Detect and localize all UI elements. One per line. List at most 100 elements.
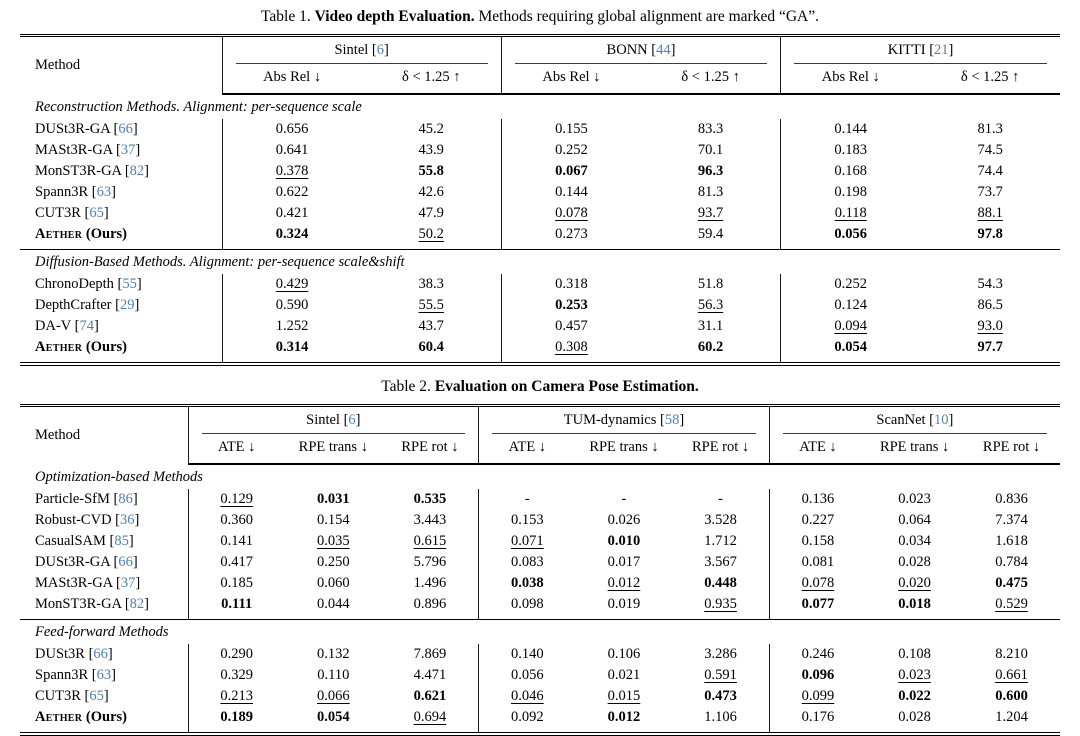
citation-link[interactable]: 66 [118,554,133,571]
citation-link[interactable]: 37 [120,142,136,159]
value-cell: 0.591 [704,667,737,684]
value-cell: 0.448 [704,575,737,592]
citation-link[interactable]: 74 [79,318,94,335]
value-cell: 0.066 [317,688,350,705]
value-cell: 0.071 [478,531,576,553]
table-row: DUSt3R [66] 0.290 0.132 7.869 0.140 0.106 3.28… [20,644,1060,666]
value-cell: 0.308 [500,337,641,363]
citation-link[interactable]: 55 [122,276,137,293]
value-cell: 0.046 [478,686,576,708]
citation-link[interactable]: 6 [376,42,385,59]
value-cell: 0.324 [221,224,362,250]
table-row: DUSt3R-GA [66] 0.417 0.250 5.796 0.083 0.017 3… [20,552,1060,574]
metric-column-header: ATE ↓ [768,434,867,466]
value-cell: 0.329 [187,665,285,687]
value-cell: 0.252 [500,140,641,162]
value-cell: 47.9 [418,205,444,222]
dataset-name: KITTI [21] [794,37,1047,65]
value-cell: 0.017 [607,554,641,571]
table-row: MonST3R-GA [82] 0.378 55.8 0.067 96.3 0.168 74… [20,161,1060,183]
value-cell: 1.204 [995,709,1028,726]
value-cell: 1.106 [704,709,737,726]
citation-link[interactable]: 10 [934,412,949,429]
value-cell: 74.5 [977,142,1003,159]
caption-label: Table 1. [261,8,311,25]
value-cell: 0.010 [607,533,641,550]
citation-link[interactable]: 63 [96,667,112,684]
value-cell: 0.054 [317,709,350,726]
citation-link[interactable]: 82 [129,163,145,180]
citation-link[interactable]: 21 [934,42,949,59]
value-cell: 42.6 [418,184,444,201]
value-cell: 54.3 [977,276,1003,293]
caption-note: Methods requiring global alignment are m… [478,8,819,25]
value-cell: 0.896 [413,596,447,613]
value-cell: 0.022 [898,688,931,705]
value-cell: 0.020 [898,575,931,592]
metric-column-header: Abs Rel ↓ [780,64,921,96]
value-cell: 0.136 [768,489,867,511]
value-cell: 0.154 [317,512,350,529]
table-row: Aether (Ours) 0.314 60.4 0.308 60.2 0.054 97.7 [20,337,1060,363]
value-cell: 0.078 [500,203,641,225]
citation-link[interactable]: 63 [96,184,112,201]
video-depth-table-mount: Method Sintel [6] BONN [44] KITTI [21] Abs R… [20,37,1060,363]
citation-link[interactable]: 82 [129,596,145,613]
citation-link[interactable]: 86 [118,491,133,508]
dataset-name: TUM-dynamics [58] [492,407,756,435]
metric-column-header: RPE trans ↓ [284,434,382,466]
citation-link[interactable]: 29 [119,297,135,314]
citation-link[interactable]: 58 [664,412,680,429]
citation-link[interactable]: 65 [89,688,104,705]
value-cell: 0.694 [413,709,447,726]
section-header-row: Feed-forward Methods [20,619,1060,645]
value-cell: 0.023 [898,491,931,508]
section-header-row: Diffusion-Based Methods. Alignment: per-… [20,249,1060,275]
table-row: MonST3R-GA [82] 0.111 0.044 0.896 0.098 0.019… [20,594,1060,620]
citation-link[interactable]: 66 [93,646,108,663]
method-cell: MASt3R-GA [37] [35,575,141,592]
value-cell: 43.9 [418,142,444,159]
method-cell: CUT3R [65] [35,688,109,705]
value-cell: 8.210 [995,646,1028,663]
value-cell: 0.144 [500,182,641,204]
citation-link[interactable]: 37 [120,575,136,592]
method-cell: DUSt3R-GA [66] [35,121,138,138]
metric-column-header: RPE rot ↓ [672,434,770,466]
value-cell: 96.3 [697,163,724,180]
table-row: Spann3R [63] 0.329 0.110 4.471 0.056 0.021 0.5… [20,665,1060,687]
method-cell: Particle-SfM [86] [35,491,138,508]
method-cell: Spann3R [63] [35,184,116,201]
value-cell: 0.784 [995,554,1028,571]
value-cell: 0.019 [607,596,641,613]
value-cell: 0.153 [478,510,576,532]
citation-link[interactable]: 44 [656,42,671,59]
value-cell: 55.8 [418,163,444,180]
citation-link[interactable]: 85 [114,533,129,550]
value-cell: 0.021 [607,667,641,684]
value-cell: 0.535 [413,491,447,508]
value-cell: 0.012 [607,575,641,592]
value-cell: 0.213 [187,686,285,708]
citation-link[interactable]: 66 [118,121,133,138]
value-cell: 0.641 [221,140,362,162]
value-cell: 0.077 [768,594,867,620]
value-cell: 1.618 [995,533,1028,550]
method-name: Aether [35,709,83,726]
method-cell: CasualSAM [85] [35,533,134,550]
results-table: Method Sintel [6] BONN [44] KITTI [21] Abs R… [20,37,1060,363]
table-row: DepthCrafter [29] 0.590 55.5 0.253 56.3 0.124… [20,295,1060,317]
value-cell: - [478,489,576,511]
citation-link[interactable]: 36 [120,512,135,529]
table-section: Reconstruction Methods. Alignment: per-s… [20,94,1060,250]
value-cell: 0.132 [317,646,350,663]
value-cell: 70.1 [697,142,724,159]
value-cell: 51.8 [697,276,724,293]
value-cell: 0.067 [500,161,641,183]
citation-link[interactable]: 6 [348,412,356,429]
table-row: DUSt3R-GA [66] 0.656 45.2 0.155 83.3 0.144 81.… [20,119,1060,141]
method-column-header: Method [35,427,81,444]
value-cell: 0.081 [768,552,867,574]
value-cell: 0.185 [187,573,285,595]
citation-link[interactable]: 65 [89,205,104,222]
